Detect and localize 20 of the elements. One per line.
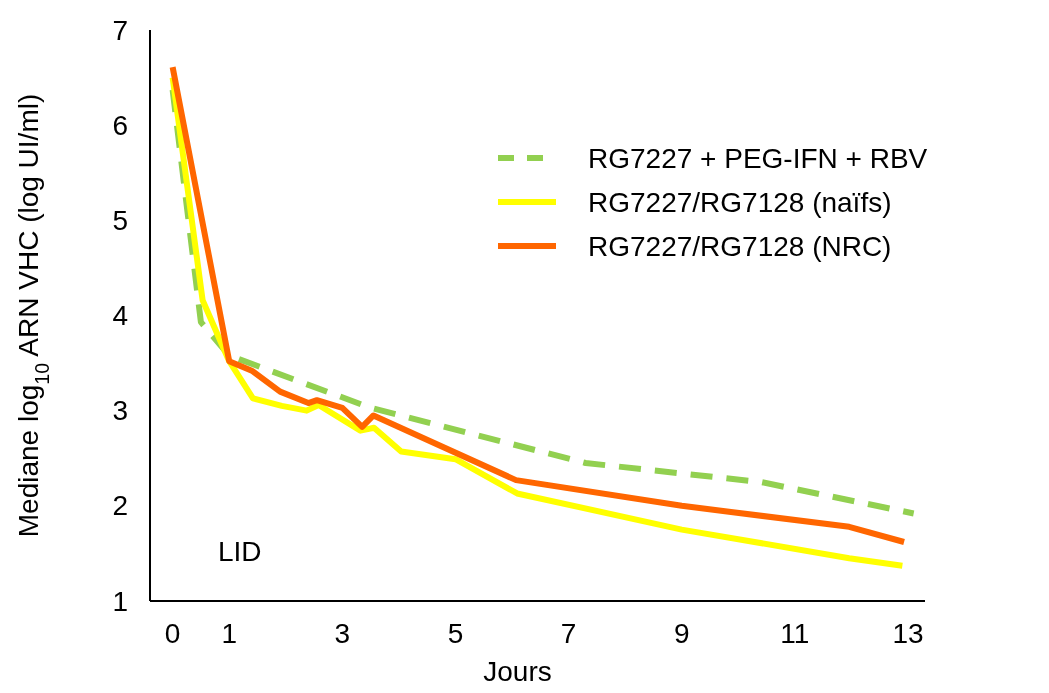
annotation: LID (218, 536, 262, 567)
y-tick-label: 2 (112, 490, 128, 522)
legend-label: RG7227/RG7128 (NRC) (588, 230, 892, 262)
y-tick-label: 3 (112, 395, 128, 427)
y-tick-label: 7 (112, 14, 128, 46)
x-tick-label: 13 (892, 618, 924, 649)
x-tick-label: 0 (164, 618, 181, 649)
x-tick-label: 5 (447, 618, 464, 649)
y-tick-label: 6 (112, 109, 128, 141)
y-tick-label: 1 (112, 585, 128, 617)
y-tick-label: 4 (112, 300, 128, 331)
x-tick-label: 9 (673, 618, 690, 649)
legend-label: RG7227/RG7128 (naïfs) (588, 186, 892, 218)
x-tick-label: 7 (560, 618, 577, 649)
x-tick-label: 1 (221, 618, 237, 649)
x-tick-label: 11 (780, 618, 810, 649)
y-tick-label: 5 (112, 204, 128, 236)
x-axis-title: Jours (483, 656, 552, 687)
legend-label: RG7227 + PEG-IFN + RBV (588, 142, 928, 174)
x-tick-label: 3 (334, 618, 351, 649)
